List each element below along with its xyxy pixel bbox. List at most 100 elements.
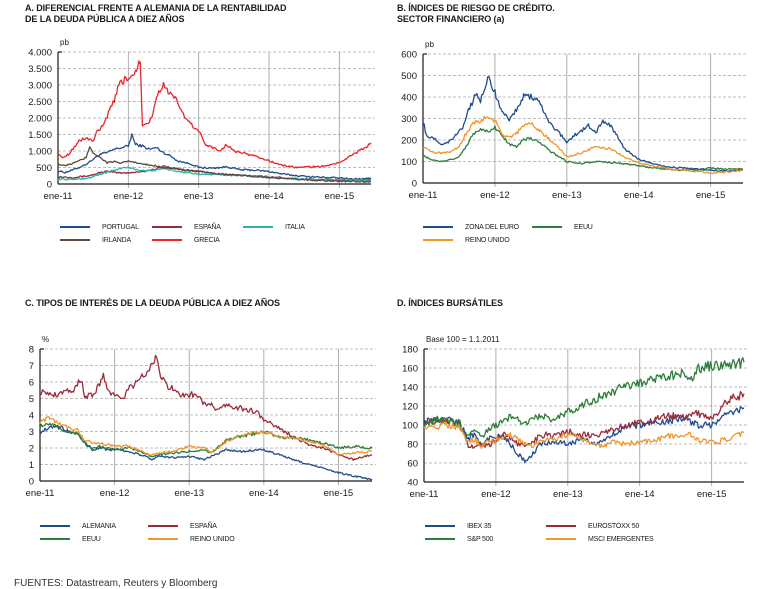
x-tick-label: ene-13 (184, 191, 214, 202)
legend-item: REINO UNIDO (148, 534, 235, 544)
y-tick-label: 180 (402, 345, 418, 356)
legend-item: ITALIA (243, 222, 305, 232)
x-tick-label: ene-12 (100, 488, 130, 499)
y-tick-label: 100 (401, 157, 417, 168)
chart-title: B. ÍNDICES DE RIESGO DE CRÉDITO. SECTOR … (397, 3, 555, 24)
legend-label: REINO UNIDO (190, 535, 235, 543)
panel-c: C. TIPOS DE INTERÉS DE LA DEUDA PÚBLICA … (0, 295, 389, 585)
legend-item: IBEX 35 (425, 521, 491, 531)
x-tick-label: ene-11 (44, 191, 73, 202)
x-tick-label: ene-15 (325, 191, 355, 202)
legend-swatch (152, 239, 182, 241)
x-tick-label: ene-12 (481, 489, 511, 500)
legend-item: EEUU (40, 534, 101, 544)
y-tick-label: 600 (401, 50, 417, 61)
legend-label: EEUU (82, 535, 101, 543)
chart-title: D. ÍNDICES BURSÁTILES (397, 298, 503, 308)
series-line-irlanda (57, 146, 372, 184)
x-tick-label: ene-13 (552, 190, 582, 201)
series-line-s-p-500 (423, 357, 745, 438)
y-tick-label: 80 (407, 440, 418, 451)
series-line-españa (39, 354, 373, 461)
legend-swatch (148, 538, 178, 540)
y-tick-label: 1.000 (28, 147, 52, 158)
legend-label: IRLANDA (102, 236, 131, 244)
y-tick-label: 4 (29, 411, 34, 422)
series-line-grecia (57, 60, 372, 169)
y-tick-label: 400 (401, 93, 417, 104)
x-tick-label: ene-14 (249, 488, 279, 499)
legend-item: PORTUGAL (60, 222, 139, 232)
y-tick-label: 500 (36, 163, 52, 174)
x-tick-label: ene-12 (114, 191, 144, 202)
chart-a: 0 500 1.000 1.500 2.000 2.500 3.000 3.500 4.000 e… (28, 38, 375, 202)
chart-title: A. DIFERENCIAL FRENTE A ALEMANIA DE LA R… (25, 3, 287, 24)
x-tick-label: ene-14 (254, 191, 284, 202)
x-tick-label: ene-15 (697, 489, 727, 500)
legend-label: REINO UNIDO (465, 236, 510, 244)
series-line-eeuu (422, 125, 743, 172)
legend-label: S&P 500 (467, 535, 494, 543)
legend-label: IBEX 35 (467, 522, 492, 530)
series-line-reino-unido (39, 416, 373, 457)
series-line-zona-del-euro (422, 76, 744, 173)
chart-b: 0 100 200 300 400 500 600 ene-11 ene-12 ene-13 ene… (401, 40, 747, 201)
series-line-portugal (57, 133, 372, 181)
y-tick-label: 8 (29, 345, 34, 356)
x-tick-label: ene-15 (696, 190, 726, 201)
chart-d: 40 60 80 100 120 140 160 180 ene-11 ene-12 ene-13 e… (402, 335, 748, 500)
legend-label: EUROSTOXX 50 (588, 522, 640, 530)
x-tick-label: ene-13 (174, 488, 204, 499)
legend-swatch (425, 538, 455, 540)
legend-swatch (60, 226, 90, 228)
x-tick-label: ene-14 (624, 190, 654, 201)
series-line-alemania (39, 424, 373, 481)
legend-swatch (546, 538, 576, 540)
legend-item: MSCI EMERGENTES (546, 534, 654, 544)
legend-label: ESPAÑA (194, 223, 221, 231)
y-tick-label: 40 (407, 478, 418, 489)
y-tick-label: 60 (407, 459, 418, 470)
y-axis-unit-label: % (42, 335, 49, 344)
legend-item: REINO UNIDO (423, 235, 510, 245)
y-tick-label: 2 (29, 444, 34, 455)
y-tick-label: 2.500 (28, 97, 52, 108)
legend-item: ESPAÑA (148, 521, 217, 531)
panel-d: D. ÍNDICES BURSÁTILES 40 60 80 100 120 140 160… (389, 295, 778, 585)
y-tick-label: 500 (401, 71, 417, 82)
y-tick-label: 140 (402, 383, 418, 394)
legend-label: ITALIA (285, 223, 305, 231)
y-tick-label: 0 (47, 180, 52, 191)
legend-item: S&P 500 (425, 534, 493, 544)
x-tick-label: ene-11 (409, 190, 438, 201)
legend-label: ZONA DEL EURO (465, 223, 519, 231)
x-tick-label: ene-13 (553, 489, 583, 500)
y-tick-label: 160 (402, 364, 418, 375)
legend-swatch (152, 226, 182, 228)
legend-label: EEUU (574, 223, 593, 231)
panel-b: B. ÍNDICES DE RIESGO DE CRÉDITO. SECTOR … (389, 0, 778, 290)
series-line-ibex-35 (423, 406, 745, 464)
legend-label: GRECIA (194, 236, 220, 244)
legend-item: ZONA DEL EURO (423, 222, 519, 232)
series-line-eeuu (39, 422, 373, 458)
chart-c: 0 1 2 3 4 5 6 7 8 ene-11 ene-12 ene-13 ene-14 ene-15% (26, 335, 376, 499)
x-tick-label: ene-14 (625, 489, 655, 500)
y-tick-label: 2.000 (28, 114, 52, 125)
legend-swatch (148, 525, 178, 527)
legend-swatch (546, 525, 576, 527)
y-tick-label: 0 (412, 179, 417, 190)
legend-item: EEUU (532, 222, 593, 232)
y-tick-label: 200 (401, 136, 417, 147)
legend-label: ESPAÑA (190, 522, 217, 530)
y-axis-unit-label: pb (425, 40, 434, 49)
y-tick-label: 300 (401, 114, 417, 125)
y-tick-label: 5 (29, 394, 34, 405)
y-tick-label: 3 (29, 427, 34, 438)
y-tick-label: 3.000 (28, 81, 52, 92)
x-tick-label: ene-11 (410, 489, 439, 500)
x-tick-label: ene-15 (324, 488, 354, 499)
legend-item: ESPAÑA (152, 222, 221, 232)
source-note: FUENTES: Datastream, Reuters y Bloomberg (14, 578, 218, 589)
y-tick-label: 3.500 (28, 64, 52, 75)
